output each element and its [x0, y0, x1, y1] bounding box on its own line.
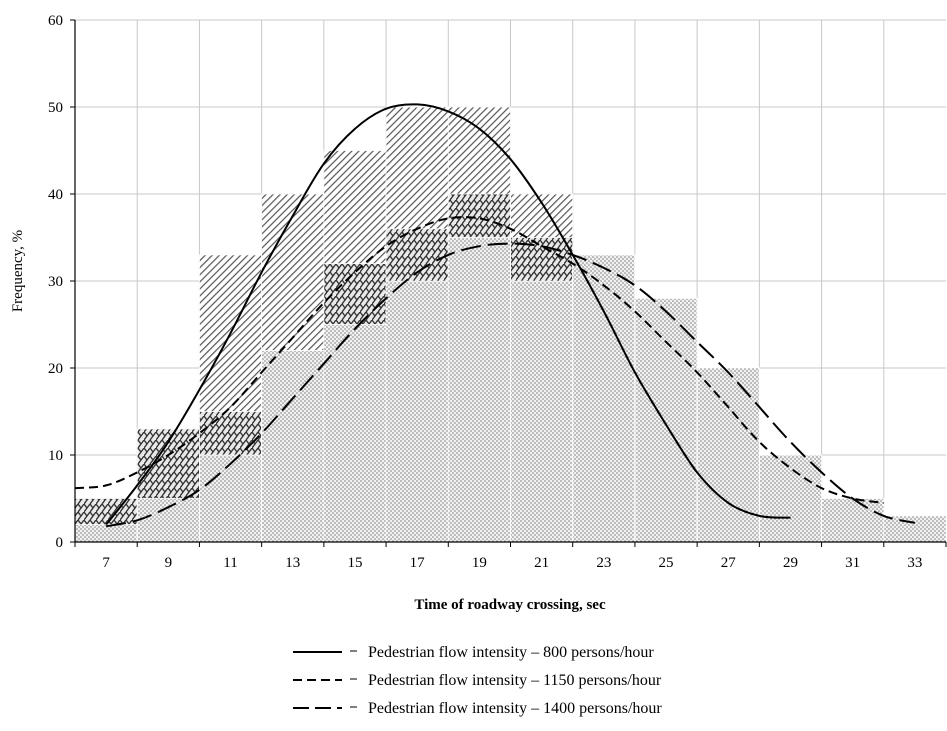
- histogram-bar: [261, 350, 325, 543]
- x-tick-label: 19: [472, 555, 487, 571]
- x-tick-label: 17: [410, 555, 426, 571]
- x-tick-label: 13: [285, 555, 300, 571]
- legend-label: Pedestrian flow intensity – 1150 persons…: [368, 672, 662, 689]
- y-tick-labels: 0 10 20 30 40 50 60: [48, 13, 63, 551]
- histogram-bar: [136, 498, 200, 543]
- legend-label: Pedestrian flow intensity – 1400 persons…: [368, 700, 662, 717]
- y-axis-title: Frequency, %: [10, 230, 26, 312]
- legend-item-3: Pedestrian flow intensity – 1400 persons…: [293, 700, 662, 717]
- x-tick-label: 21: [534, 555, 549, 571]
- histogram-bar: [572, 254, 636, 543]
- histogram-bar: [323, 324, 387, 543]
- histogram-dots: [74, 237, 947, 543]
- x-axis-title: Time of roadway crossing, sec: [414, 597, 606, 613]
- x-tick-label: 27: [721, 555, 737, 571]
- x-tick-label: 29: [783, 555, 798, 571]
- series-line-1: [105, 103, 791, 526]
- y-tick-label: 60: [48, 13, 63, 29]
- x-tick-label: 15: [347, 555, 362, 571]
- y-tick-label: 40: [48, 187, 63, 203]
- x-tick-label: 9: [165, 555, 173, 571]
- histogram-bar: [883, 515, 947, 543]
- histogram-bars: [74, 106, 947, 543]
- series-lines: [74, 103, 916, 528]
- histogram-bar: [447, 237, 511, 543]
- legend-item-2: Pedestrian flow intensity – 1150 persons…: [293, 672, 662, 689]
- histogram-bar: [385, 280, 449, 543]
- y-tick-label: 10: [48, 448, 63, 464]
- histogram-bar: [74, 524, 138, 543]
- x-tick-label: 23: [596, 555, 611, 571]
- y-tick-label: 50: [48, 100, 63, 116]
- x-tick-label: 25: [659, 555, 674, 571]
- y-tick-label: 30: [48, 274, 63, 290]
- x-tick-label: 31: [845, 555, 860, 571]
- histogram-bar: [634, 297, 698, 543]
- y-tick-label: 20: [48, 361, 63, 377]
- histogram-bar: [696, 367, 760, 543]
- histogram-bar: [821, 498, 885, 543]
- axes: [70, 19, 947, 547]
- x-tick-label: 33: [907, 555, 922, 571]
- histogram-bar: [199, 454, 263, 543]
- x-tick-labels: 7 9 11 13 15 17 19 21 23 25 27 29 31 33: [102, 555, 922, 571]
- histogram-bar: [758, 454, 822, 543]
- x-tick-label: 11: [223, 555, 237, 571]
- y-tick-label: 0: [56, 535, 64, 551]
- legend-label: Pedestrian flow intensity – 800 persons/…: [368, 644, 654, 661]
- x-tick-label: 7: [102, 555, 110, 571]
- legend-item-1: Pedestrian flow intensity – 800 persons/…: [293, 644, 654, 661]
- histogram-bar: [510, 280, 574, 543]
- legend: Pedestrian flow intensity – 800 persons/…: [293, 644, 662, 717]
- series-line-3: [105, 242, 916, 528]
